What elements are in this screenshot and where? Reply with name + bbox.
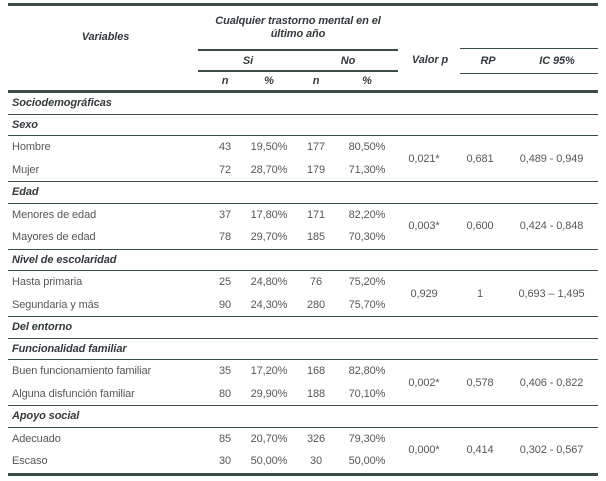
- valor-p-value: 0,021*: [408, 152, 440, 165]
- rp-value: 0,578: [466, 376, 494, 389]
- pct-si-value: 19,50%: [250, 141, 288, 154]
- n-no-value: 177: [306, 141, 326, 154]
- pct-si-value: 29,70%: [250, 231, 288, 244]
- statistics-table: Variables Cualquier trastorno mental en …: [8, 3, 598, 476]
- table-header: Variables Cualquier trastorno mental en …: [8, 6, 598, 93]
- row-label: Segundaria y más: [12, 298, 100, 311]
- pct-no-value: 50,00%: [348, 455, 386, 468]
- pct-si-value: 50,00%: [250, 455, 288, 468]
- row-label: Alguna disfunción familiar: [12, 387, 135, 400]
- row-label: Menores de edad: [12, 208, 97, 221]
- col-header-n-no: n: [312, 75, 320, 87]
- pct-si-value: 29,90%: [250, 387, 288, 400]
- pct-no-value: 82,80%: [348, 365, 386, 378]
- pct-no-value: 75,20%: [348, 276, 386, 289]
- valor-p-value: 0,002*: [408, 376, 440, 389]
- n-si-value: 35: [218, 365, 232, 378]
- data-group-sexo: Hombre 43 19,50% 177 80,50% Mujer 72 28,…: [8, 136, 598, 182]
- group-underline-rule: [198, 49, 398, 51]
- section-row-sociodemograficas: Sociodemográficas: [8, 93, 598, 115]
- n-no-value: 179: [306, 163, 326, 176]
- valor-p-value: 0,929: [410, 287, 438, 300]
- n-si-value: 90: [218, 298, 232, 311]
- data-group-funcionalidad: Buen funcionamiento familiar 35 17,20% 1…: [8, 360, 598, 406]
- col-header-pct-si: %: [264, 75, 274, 87]
- col-header-rp: RP: [480, 55, 496, 67]
- valor-p-value: 0,000*: [408, 444, 440, 456]
- pct-no-value: 70,10%: [348, 387, 386, 400]
- n-no-value: 326: [306, 432, 326, 445]
- data-group-escolaridad: Hasta primaria 25 24,80% 76 75,20% Segun…: [8, 271, 598, 317]
- valor-p-value: 0,003*: [408, 220, 440, 232]
- section-row-funcionalidad-familiar: Funcionalidad familiar: [8, 339, 598, 360]
- n-no-value: 30: [309, 455, 323, 468]
- rp-value: 0,600: [466, 220, 494, 232]
- pct-no-value: 70,30%: [348, 231, 386, 244]
- col-header-si: Si: [242, 54, 254, 67]
- pct-si-value: 20,70%: [250, 432, 288, 445]
- pct-no-value: 75,70%: [348, 298, 386, 311]
- pct-no-value: 80,50%: [348, 141, 386, 154]
- col-header-no: No: [340, 54, 356, 67]
- rp-value: 0,681: [466, 152, 494, 165]
- ic95-value: 0,406 - 0,822: [519, 376, 584, 389]
- rp-value: 1: [476, 287, 484, 300]
- data-group-apoyo-social: Adecuado 85 20,70% 326 79,30% Escaso 30 …: [8, 428, 598, 473]
- pct-si-value: 17,80%: [250, 208, 288, 221]
- pct-no-value: 71,30%: [348, 163, 386, 176]
- pct-no-value: 82,20%: [348, 208, 386, 221]
- row-label: Hombre: [12, 141, 51, 154]
- n-si-value: 72: [218, 163, 232, 176]
- col-header-n-si: n: [221, 75, 229, 87]
- n-no-value: 185: [306, 231, 326, 244]
- row-label: Buen funcionamiento familiar: [12, 365, 152, 378]
- col-header-pct-no: %: [362, 75, 372, 87]
- row-label: Mujer: [12, 163, 40, 176]
- ic95-value: 0,424 - 0,848: [519, 220, 584, 232]
- row-label: Mayores de edad: [12, 231, 96, 244]
- n-si-value: 30: [218, 455, 232, 468]
- n-si-value: 43: [218, 141, 232, 154]
- pct-si-value: 28,70%: [250, 163, 288, 176]
- section-row-del-entorno: Del entorno: [8, 317, 598, 339]
- data-group-edad: Menores de edad 37 17,80% 171 82,20% May…: [8, 204, 598, 250]
- ic95-value: 0,302 - 0,567: [519, 444, 584, 456]
- n-no-value: 76: [309, 276, 323, 289]
- section-row-sexo: Sexo: [8, 115, 598, 136]
- pct-si-value: 24,80%: [250, 276, 288, 289]
- si-no-underline-rule: [198, 70, 398, 72]
- row-label: Escaso: [12, 455, 48, 468]
- n-no-value: 188: [306, 387, 326, 400]
- n-si-value: 78: [218, 231, 232, 244]
- rp-ic-header-group: RP IC 95%: [460, 48, 598, 74]
- n-no-value: 168: [306, 365, 326, 378]
- col-header-disorder-group: Cualquier trastorno mental en el último …: [215, 15, 381, 40]
- col-header-variables: Variables: [81, 31, 130, 43]
- table-body: Sociodemográficas Sexo Hombre 43 19,50% …: [8, 93, 598, 473]
- col-header-valor-p: Valor p: [411, 54, 449, 66]
- pct-si-value: 17,20%: [250, 365, 288, 378]
- ic95-value: 0,693 – 1,495: [518, 287, 585, 300]
- n-si-value: 37: [218, 208, 232, 221]
- n-si-value: 25: [218, 276, 232, 289]
- pct-no-value: 79,30%: [348, 432, 386, 445]
- col-header-ic95: IC 95%: [539, 55, 575, 67]
- section-row-nivel-escolaridad: Nivel de escolaridad: [8, 250, 598, 271]
- rp-value: 0,414: [466, 444, 494, 456]
- n-si-value: 85: [218, 432, 232, 445]
- pct-si-value: 24,30%: [250, 298, 288, 311]
- section-row-edad: Edad: [8, 182, 598, 204]
- n-si-value: 80: [218, 387, 232, 400]
- section-row-apoyo-social: Apoyo social: [8, 406, 598, 428]
- row-label: Adecuado: [12, 432, 61, 445]
- n-no-value: 171: [306, 208, 326, 221]
- ic95-value: 0,489 - 0,949: [519, 152, 584, 165]
- row-label: Hasta primaria: [12, 276, 83, 289]
- n-no-value: 280: [306, 298, 326, 311]
